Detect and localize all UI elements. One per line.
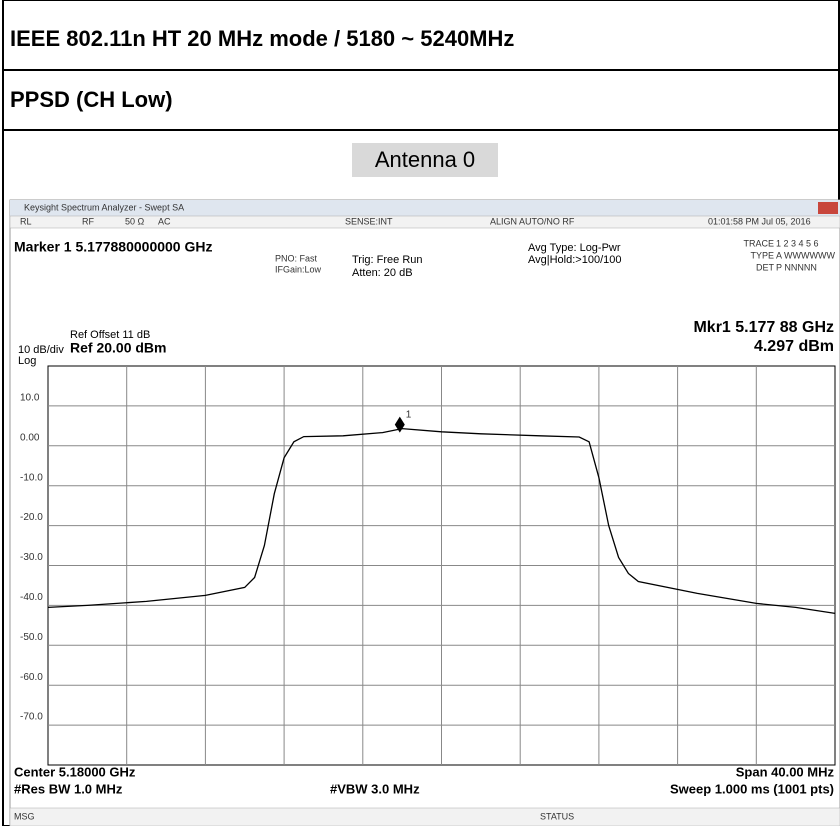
marker-level: 4.297 dBm [754,338,834,355]
status-label: STATUS [540,811,574,821]
status-text: RL [20,216,32,226]
window-title: Keysight Spectrum Analyzer - Swept SA [24,202,184,212]
setting: #VBW 3.0 MHz [330,781,420,796]
status-text: 50 Ω [125,216,145,226]
message-bar [9,807,840,826]
message-label: MSG [14,811,35,821]
y-tick-label: 10.0 [20,393,40,404]
setting: IFGain:Low [275,264,322,274]
row-title: IEEE 802.11n HT 20 MHz mode / 5180 ~ 524… [10,26,514,51]
setting: Atten: 20 dB [352,267,413,279]
marker-label: 1 [406,409,412,420]
row-title: PPSD (CH Low) [10,87,173,112]
y-tick-label: -60.0 [20,672,43,683]
y-tick-label: -40.0 [20,592,43,603]
setting: Log [18,355,36,367]
y-tick-label: -70.0 [20,712,43,723]
setting: DET [756,262,775,272]
close-button [818,202,838,214]
setting: Avg|Hold:>100/100 [528,254,621,266]
setting: Ref 20.00 dBm [70,340,166,356]
marker-freq: Mkr1 5.177 88 GHz [693,319,834,336]
setting: Ref Offset 11 dB [70,329,150,341]
y-tick-label: 0.00 [20,432,40,443]
setting: Sweep 1.000 ms (1001 pts) [670,781,834,796]
antenna-bg [352,143,498,177]
title-bar [10,200,840,216]
status-text: AC [158,216,171,226]
antenna-label: Antenna 0 [375,147,475,172]
setting: Trig: Free Run [352,254,423,266]
marker-readout: Marker 1 5.177880000000 GHz [14,239,212,255]
setting: Avg Type: Log-Pwr [528,242,621,254]
marker [394,416,405,433]
y-tick-label: -20.0 [20,512,43,523]
setting: PNO: Fast [275,253,318,263]
setting: #Res BW 1.0 MHz [14,781,123,796]
status-text: SENSE:INT [345,216,393,226]
setting: TYPE [750,250,774,260]
trace [47,427,836,615]
y-tick-label: -30.0 [20,552,43,563]
setting: TRACE [743,238,774,248]
setting: Span 40.00 MHz [736,764,835,779]
setting: 10 dB/div [18,344,64,356]
status-text: ALIGN AUTO/NO RF [490,216,575,226]
status-text: 01:01:58 PM Jul 05, 2016 [708,216,811,226]
status-strip [9,215,840,229]
y-tick-label: -10.0 [20,472,43,483]
setting: 1 2 3 4 5 6 [776,238,819,248]
setting: A WWWWWW [776,250,835,260]
setting: P NNNNN [776,262,817,272]
y-tick-label: -50.0 [20,632,43,643]
setting: Center 5.18000 GHz [14,764,136,779]
status-text: RF [82,216,94,226]
